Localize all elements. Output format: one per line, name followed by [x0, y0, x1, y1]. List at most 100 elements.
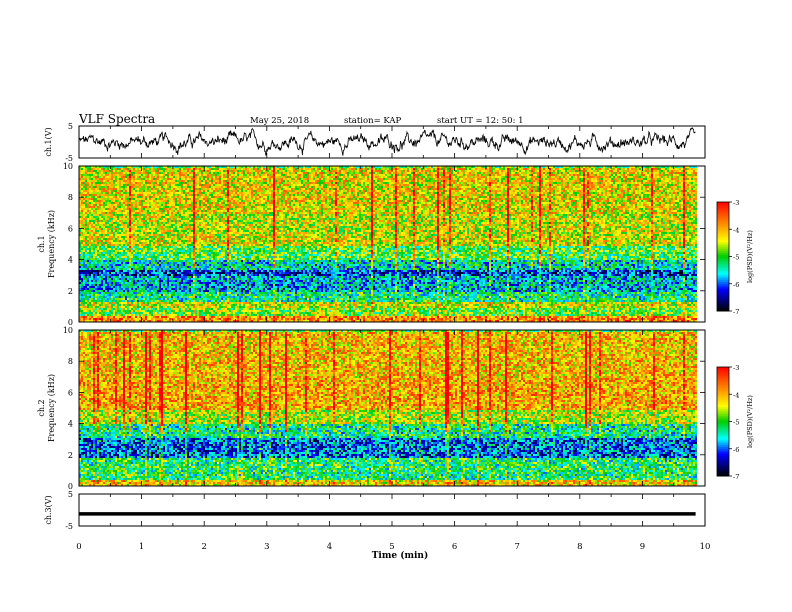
ch1-spec-cell	[125, 272, 127, 274]
ch1-spec-cell	[183, 218, 185, 220]
ch1-spec-cell	[111, 298, 113, 300]
ch1-spec-cell	[197, 270, 199, 272]
ch1-spec-cell	[163, 266, 165, 268]
ch1-spec-cell	[157, 196, 159, 198]
ch1-spec-cell	[93, 180, 95, 182]
ch1-spec-cell	[133, 182, 135, 184]
ch1-spec-cell	[175, 190, 177, 192]
ch1-spec-cell	[99, 184, 101, 186]
ch1-spec-cell	[85, 278, 87, 280]
ch1-spec-cell	[85, 202, 87, 204]
ch1-spec-cell	[153, 266, 155, 268]
ch1-spec-cell	[119, 250, 121, 252]
ch1-spec-cell	[173, 184, 175, 186]
ch1-spec-cell	[89, 256, 91, 258]
ch1-spec-cell	[117, 188, 119, 190]
ch1-spec-cell	[175, 302, 177, 304]
ch1-spec-cell	[137, 194, 139, 196]
ch1-spec-cell	[121, 182, 123, 184]
ch1-spec-cell	[83, 252, 85, 254]
ch1-spec-cell	[137, 220, 139, 222]
ch1-spec-cell	[99, 262, 101, 264]
ch1-spec-cell	[129, 238, 131, 240]
ch1-spec-cell	[159, 304, 161, 306]
ch1-spec-cell	[99, 192, 101, 194]
ch1-spec-cell	[201, 192, 203, 194]
ch1-spec-cell	[87, 300, 89, 302]
ch1-spec-cell	[175, 214, 177, 216]
ch1-spec-cell	[113, 254, 115, 256]
ch1-spec-cell	[113, 174, 115, 176]
ch1-spec-cell	[191, 206, 193, 208]
ch1-spec-cell	[87, 180, 89, 182]
ch1-spec-cell	[205, 214, 207, 216]
ch1-spec-cell	[183, 210, 185, 212]
ch1-spec-cell	[149, 198, 151, 200]
ch1-spec-cell	[115, 218, 117, 220]
ch1-spec-cell	[93, 186, 95, 188]
ch1-spec-cell	[197, 218, 199, 220]
ch1-spec-cell	[179, 308, 181, 310]
ch1-spec-cell	[135, 188, 137, 190]
ch1-spec-cell	[129, 182, 131, 184]
ch1-spec-cell	[127, 248, 129, 250]
ch1-spec-cell	[155, 186, 157, 188]
ch1-spec-cell	[117, 310, 119, 312]
ch1-spec-cell	[139, 246, 141, 248]
ch1-spec-cell	[167, 170, 169, 172]
ch1-spec-cell	[81, 262, 83, 264]
ch1-spec-cell	[169, 272, 171, 274]
ch1-spec-cell	[97, 272, 99, 274]
ch1-spec-cell	[117, 224, 119, 226]
ch1-spec-cell	[177, 264, 179, 266]
ch1-spec-cell	[117, 216, 119, 218]
ch1-spec-cell	[201, 180, 203, 182]
ch1-spec-cell	[83, 186, 85, 188]
ch1-spec-cell	[187, 188, 189, 190]
ch1-spec-cell	[161, 212, 163, 214]
ch1-spec-cell	[113, 184, 115, 186]
ch1-spec-cell	[85, 188, 87, 190]
ch1-spec-cell	[199, 308, 201, 310]
ch1-spec-cell	[111, 302, 113, 304]
ch1-spec-cell	[177, 270, 179, 272]
ch1-spec-cell	[127, 302, 129, 304]
ch1-spec-cell	[187, 216, 189, 218]
ch1-spec-cell	[167, 186, 169, 188]
ch1-spec-cell	[153, 274, 155, 276]
ch1-spec-cell	[143, 180, 145, 182]
ch1-spec-cell	[95, 214, 97, 216]
ch1-spec-cell	[119, 256, 121, 258]
ch1-spec-cell	[165, 182, 167, 184]
ch1-spec-cell	[157, 236, 159, 238]
ch1-spec-cell	[183, 272, 185, 274]
ch1-spec-cell	[191, 224, 193, 226]
ch1-spec-cell	[167, 224, 169, 226]
ch1-spec-cell	[87, 244, 89, 246]
ch1-spec-cell	[159, 308, 161, 310]
ch1-spec-cell	[107, 216, 109, 218]
ch1-spec-cell	[203, 298, 205, 300]
ch1-spec-cell	[85, 204, 87, 206]
ch1-spec-cell	[97, 274, 99, 276]
ch1-spec-cell	[105, 318, 107, 320]
ch1-spec-cell	[187, 256, 189, 258]
ch1-spec-cell	[167, 270, 169, 272]
ch1-spec-cell	[195, 282, 197, 284]
ch1-spec-cell	[197, 206, 199, 208]
ch1-spec-cell	[185, 216, 187, 218]
ch1-spec-cell	[97, 216, 99, 218]
ch1-spec-cell	[115, 172, 117, 174]
ch1-spec-cell	[145, 236, 147, 238]
ch1-spec-cell	[193, 292, 195, 294]
ch1-spec-cell	[133, 236, 135, 238]
ch1-spec-cell	[85, 216, 87, 218]
ch1-spec-cell	[121, 190, 123, 192]
ch1-spec-cell	[189, 224, 191, 226]
ch1-spec-cell	[103, 278, 105, 280]
ch1-spec-cell	[193, 302, 195, 304]
ch1-spec-cell	[119, 314, 121, 316]
ch1-spec-cell	[143, 178, 145, 180]
ch1-spec-cell	[125, 222, 127, 224]
ch1-spec-cell	[181, 300, 183, 302]
